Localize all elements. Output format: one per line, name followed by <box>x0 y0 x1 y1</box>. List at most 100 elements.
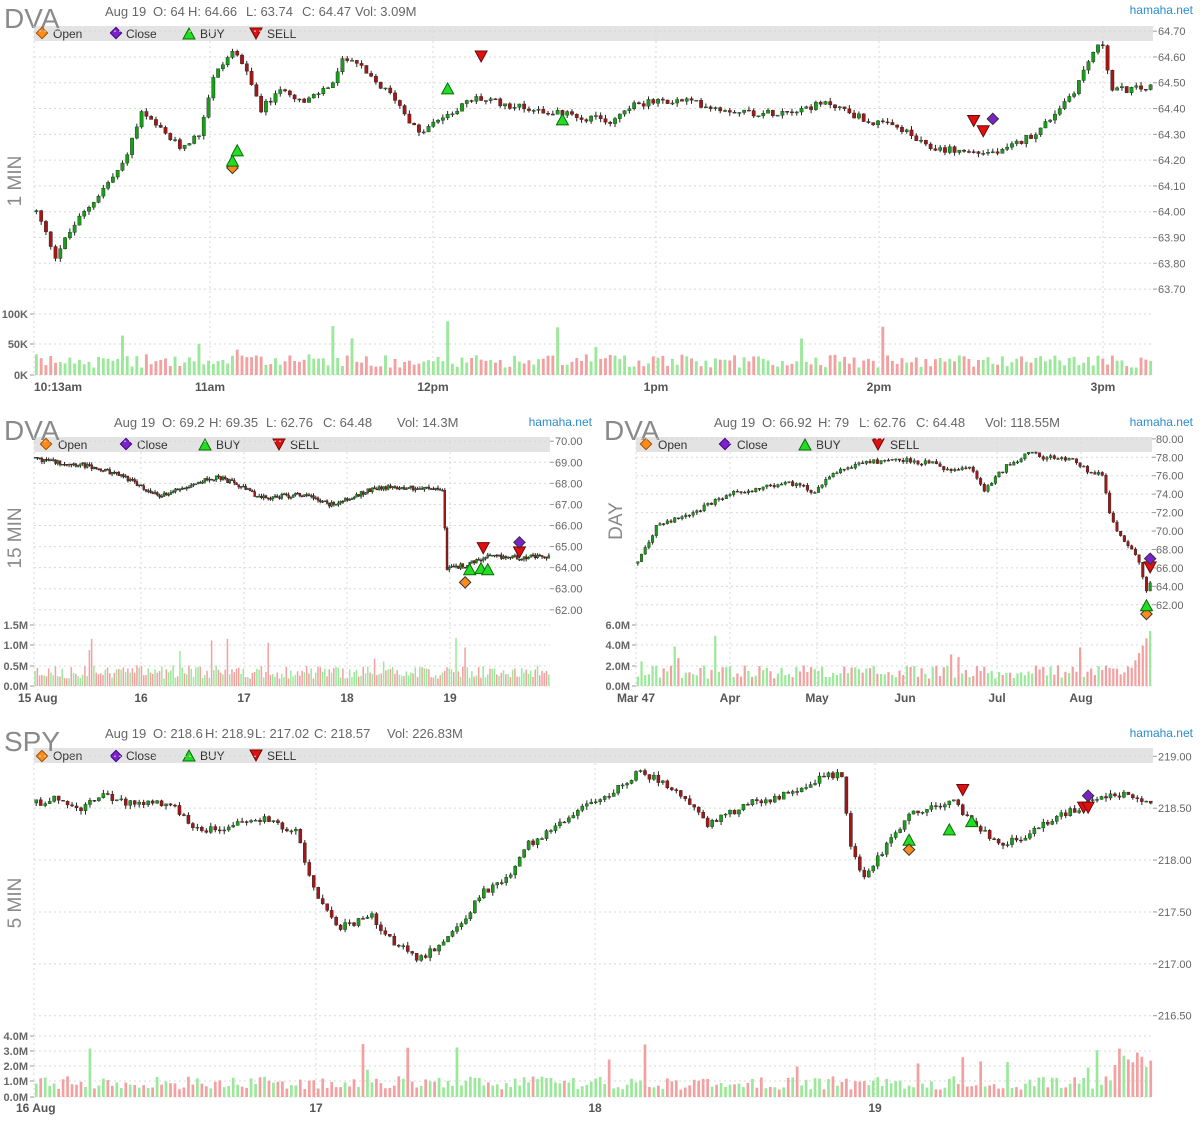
candle-body <box>82 210 87 217</box>
candle-body <box>138 484 141 486</box>
candle-body <box>48 231 53 247</box>
volume-bar <box>956 1084 960 1097</box>
volume-bar <box>880 1086 884 1097</box>
volume-bar <box>283 361 287 375</box>
volume-bar <box>791 1077 795 1097</box>
volume-bar <box>190 668 192 686</box>
brand-link[interactable]: hamaha.net <box>529 415 593 429</box>
volume-bar <box>41 675 43 686</box>
volume-bar <box>276 1081 280 1097</box>
volume-bar <box>876 673 879 686</box>
volume-bar <box>84 1087 87 1097</box>
candle-body <box>410 951 414 954</box>
volume-bar <box>222 674 224 686</box>
volume-bar <box>367 666 369 686</box>
volume-bar <box>66 678 68 686</box>
candle-body <box>719 814 723 822</box>
volume-bar <box>403 361 407 375</box>
volume-bar <box>61 668 63 686</box>
candle-body <box>1108 793 1113 799</box>
candle-body <box>594 115 598 117</box>
volume-bar <box>290 670 292 686</box>
candle-body <box>522 849 526 858</box>
volume-bar <box>410 1081 414 1097</box>
brand-link[interactable]: hamaha.net <box>1130 726 1194 740</box>
volume-bar <box>755 1087 759 1097</box>
candle-body <box>858 856 862 871</box>
volume-bar <box>1140 1056 1144 1097</box>
candle-body <box>777 796 782 800</box>
brand-link[interactable]: hamaha.net <box>1130 3 1194 17</box>
volume-bar <box>168 366 172 375</box>
candle-body <box>452 565 456 568</box>
volume-bar <box>75 1084 78 1097</box>
volume-bar <box>99 673 102 686</box>
volume-bar <box>1064 671 1067 686</box>
volume-bar <box>1082 676 1085 686</box>
candle-body <box>259 96 264 113</box>
candle-body <box>727 110 732 113</box>
volume-bar <box>554 1082 557 1097</box>
volume-bar <box>871 1080 875 1097</box>
volume-bar <box>119 1087 123 1097</box>
candle-body <box>529 554 532 558</box>
candle-body <box>632 102 637 109</box>
candle-body <box>199 482 202 484</box>
brand-link[interactable]: hamaha.net <box>1130 415 1194 429</box>
volume-bar <box>1130 367 1133 375</box>
volume-bar <box>846 673 850 686</box>
volume-bar <box>782 1087 786 1097</box>
volume-bar <box>529 670 532 686</box>
volume-bar <box>913 665 916 686</box>
volume-bar <box>82 364 86 375</box>
candle-body <box>579 117 584 120</box>
candle-body <box>574 114 579 118</box>
volume-bar <box>90 638 93 686</box>
volume-bar <box>437 1077 441 1097</box>
candle-body <box>190 484 193 488</box>
volume-bar <box>299 675 301 686</box>
candle-body <box>593 801 598 803</box>
volume-bar <box>86 676 88 686</box>
candle-body <box>781 791 786 800</box>
candle-body <box>362 491 365 495</box>
candle-body <box>128 478 132 481</box>
candle-body <box>986 485 990 492</box>
volume-bar <box>885 1078 889 1097</box>
candle-body <box>334 504 338 506</box>
volume-bar <box>939 1089 942 1097</box>
open-marker <box>458 576 472 589</box>
volume-bar <box>364 673 367 686</box>
candle-body <box>651 99 656 104</box>
candle-body <box>570 111 574 115</box>
volume-bar <box>116 358 120 375</box>
volume-bar <box>285 666 288 686</box>
volume-bar <box>736 673 739 686</box>
volume-bar <box>464 1080 468 1097</box>
candle-body <box>90 464 93 469</box>
volume-bar <box>258 669 260 686</box>
candle-body <box>40 458 44 462</box>
candle-body <box>805 485 809 491</box>
volume-bar <box>558 1083 562 1097</box>
candle-body <box>88 800 92 805</box>
volume-bar <box>436 356 440 375</box>
volume-bar <box>773 678 776 686</box>
volume-bar <box>169 1083 172 1097</box>
volume-bar <box>197 666 199 686</box>
candle-body <box>975 471 979 479</box>
volume-bar <box>357 1086 360 1097</box>
header-low: L: 63.74 <box>246 4 293 19</box>
candle-body <box>450 113 455 116</box>
volume-bar <box>236 1084 240 1097</box>
volume-bar <box>706 1078 709 1097</box>
candle-body <box>106 468 109 471</box>
volume-bar <box>430 677 432 686</box>
y-tick-label: 64.00 <box>1156 581 1184 593</box>
volume-bar <box>988 1085 991 1097</box>
candle-body <box>97 797 101 801</box>
candle-body <box>133 479 136 482</box>
candle-body <box>1063 457 1067 461</box>
volume-bar <box>121 335 124 375</box>
volume-bar <box>876 1077 880 1097</box>
